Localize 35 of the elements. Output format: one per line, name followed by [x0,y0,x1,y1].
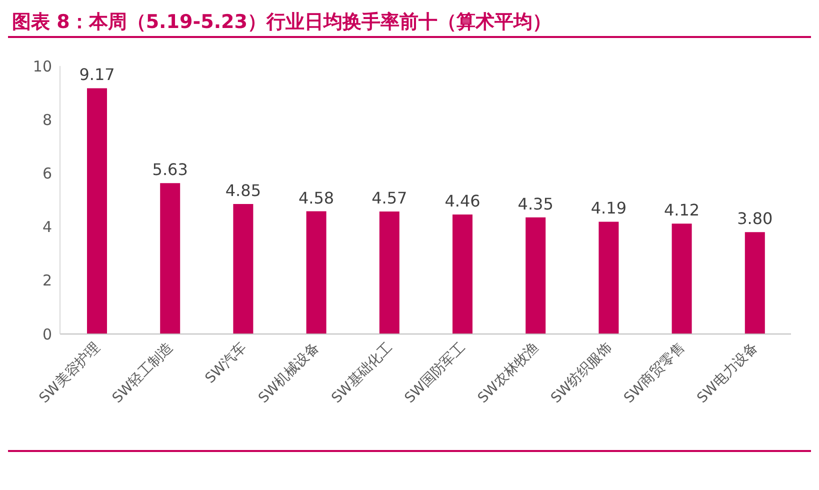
data-label: 4.19 [590,198,627,218]
y-tick-label: 2 [42,272,52,290]
x-tick-label: SW轻工制造 [109,340,176,406]
bar [160,183,180,334]
data-label: 4.12 [664,200,700,220]
bar [452,214,472,334]
x-tick-label: SW商贸零售 [621,340,688,406]
data-label: 4.58 [298,188,334,208]
bar [744,232,765,334]
bar [87,88,107,334]
data-label: 3.80 [737,209,773,228]
bar [526,217,546,334]
data-label: 9.17 [79,65,115,84]
data-label: 4.85 [225,181,262,200]
data-label: 5.63 [152,160,188,180]
x-tick-label: SW汽车 [202,340,250,387]
bar [598,222,619,334]
data-label: 4.46 [444,191,480,210]
bar [672,224,692,334]
x-tick-label: SW机械设备 [256,340,323,406]
y-tick-label: 10 [32,57,52,76]
x-tick-label: SW纺织服饰 [548,340,616,406]
bar [306,211,326,334]
data-label: 4.57 [372,188,408,208]
bar [379,212,400,334]
x-tick-label: SW农林牧渔 [474,340,542,406]
chart-title: 图表 8：本周（5.19-5.23）行业日均换手率前十（算术平均） [11,10,552,35]
x-tick-label: SW电力设备 [694,340,762,406]
y-tick-label: 4 [42,218,52,236]
bar [233,204,254,334]
y-tick-label: 8 [42,110,52,129]
y-tick-label: 6 [42,164,52,183]
x-tick-label: SW基础化工 [328,340,396,406]
x-tick-label: SW国防军工 [402,340,469,406]
data-label: 4.35 [518,194,554,214]
